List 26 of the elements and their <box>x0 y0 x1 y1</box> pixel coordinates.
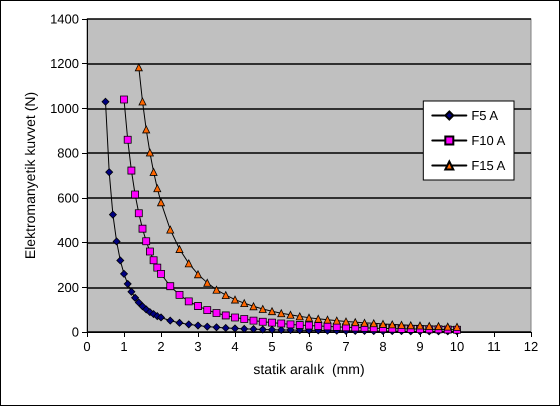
x-tick-label: 8 <box>379 339 387 354</box>
legend-label: F5 A <box>471 108 498 123</box>
x-tick-label: 4 <box>231 339 239 354</box>
legend-label: F10 A <box>471 133 506 148</box>
x-tick-label: 11 <box>487 339 501 354</box>
x-tick-label: 0 <box>83 339 91 354</box>
y-tick-label: 0 <box>72 324 79 340</box>
legend-label: F15 A <box>471 158 506 173</box>
x-tick-label: 2 <box>157 339 165 354</box>
y-tick-label: 400 <box>57 235 79 250</box>
y-tick-label: 1200 <box>50 56 79 72</box>
x-tick-label: 12 <box>524 339 538 354</box>
y-tick-label: 1000 <box>50 100 79 116</box>
y-tick-label: 800 <box>57 146 79 161</box>
y-tick-label: 200 <box>57 280 79 295</box>
y-axis-title: Elektromanyetik kuvvet (N) <box>22 92 38 260</box>
x-tick-label: 9 <box>416 339 424 354</box>
y-tick-label: 1400 <box>50 12 79 26</box>
x-tick-label: 6 <box>305 339 313 354</box>
x-tick-label: 5 <box>268 339 276 354</box>
x-axis-title: statik aralık (mm) <box>253 361 365 377</box>
x-tick-label: 3 <box>194 339 202 354</box>
x-tick-label: 7 <box>342 339 350 354</box>
x-tick-label: 1 <box>120 339 128 354</box>
y-tick-label: 600 <box>57 190 79 206</box>
x-tick-label: 10 <box>450 339 464 354</box>
